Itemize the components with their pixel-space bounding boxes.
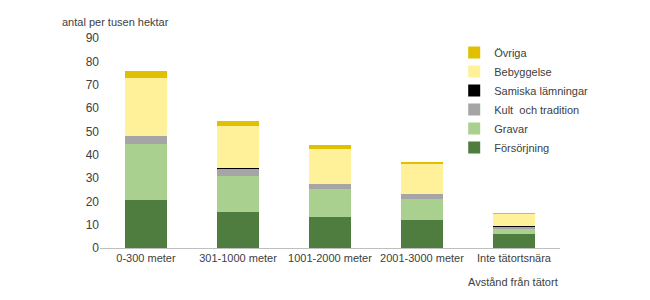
svg-text:301-1000 meter: 301-1000 meter (199, 252, 277, 264)
svg-text:0: 0 (92, 241, 99, 255)
svg-text:antal per tusen hektar: antal per tusen hektar (62, 16, 169, 28)
svg-text:50: 50 (86, 125, 100, 139)
svg-text:30: 30 (86, 171, 100, 185)
svg-text:0-300 meter: 0-300 meter (116, 252, 176, 264)
svg-text:Inte tätortsnära: Inte tätortsnära (477, 252, 552, 264)
svg-text:60: 60 (86, 101, 100, 115)
svg-text:Gravar: Gravar (494, 123, 528, 135)
svg-text:Försörjning: Försörjning (494, 142, 549, 154)
svg-text:80: 80 (86, 55, 100, 69)
svg-text:2001-3000 meter: 2001-3000 meter (380, 252, 464, 264)
svg-text:Kult och tradition: Kult och tradition (494, 104, 579, 116)
svg-text:20: 20 (86, 195, 100, 209)
svg-text:Övriga: Övriga (494, 47, 527, 59)
svg-text:Avstånd från tätort: Avstånd från tätort (468, 276, 558, 288)
svg-text:Samiska lämningar: Samiska lämningar (494, 85, 588, 97)
svg-text:Bebyggelse: Bebyggelse (494, 66, 552, 78)
svg-text:40: 40 (86, 148, 100, 162)
svg-text:70: 70 (86, 78, 100, 92)
svg-text:1001-2000 meter: 1001-2000 meter (288, 252, 372, 264)
svg-text:10: 10 (86, 218, 100, 232)
svg-text:90: 90 (86, 31, 100, 45)
